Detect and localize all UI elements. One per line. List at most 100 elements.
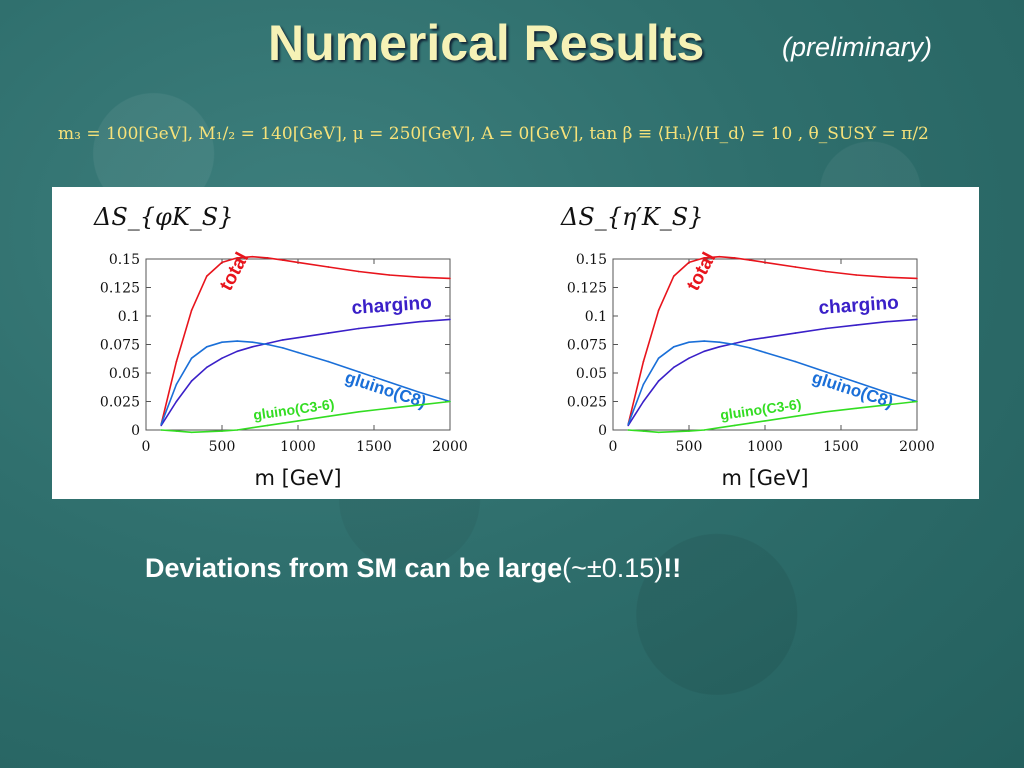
data-point (297, 261, 299, 264)
series-label-3: gluino(C3-6) (719, 396, 802, 423)
series-label-1: chargino (351, 292, 433, 319)
data-point (282, 259, 284, 261)
data-point (327, 332, 330, 334)
data-point (657, 309, 660, 312)
data-point (282, 339, 284, 341)
x-tick-label: 500 (209, 439, 236, 455)
data-point (221, 357, 223, 359)
series-label-0: total (216, 249, 253, 294)
data-point (825, 410, 827, 413)
data-point (825, 371, 827, 373)
data-point (764, 420, 766, 422)
series-label-0: total (683, 249, 720, 294)
data-point (688, 261, 690, 264)
data-point (642, 430, 645, 432)
data-point (190, 357, 193, 359)
data-point (642, 400, 645, 403)
data-point (266, 257, 269, 259)
slide-subtitle: (preliminary) (782, 32, 933, 62)
data-point (160, 424, 162, 427)
data-point (282, 422, 284, 424)
data-point (916, 318, 918, 321)
data-point (358, 371, 360, 373)
data-point (916, 277, 918, 280)
y-tick-label: 0.125 (100, 281, 140, 297)
data-point (297, 336, 299, 339)
y-tick-label: 0.1 (118, 309, 140, 325)
data-point (221, 430, 223, 432)
data-point (266, 343, 269, 346)
y-tick-label: 0.075 (100, 338, 140, 354)
x-tick-label: 1000 (747, 439, 783, 455)
data-point (358, 270, 360, 273)
conclusion-range: (~±0.15) (562, 553, 664, 583)
data-point (794, 266, 797, 268)
y-tick-label: 0.025 (100, 395, 140, 411)
data-point (327, 360, 330, 363)
chart-phi-ks: ΔS_{φK_S} 0 0.025 0.05 0.075 0.1 0.125 0.15 0 500… (82, 187, 502, 499)
x-tick-label: 1000 (280, 439, 316, 455)
data-point (206, 275, 208, 277)
y-tick-label: 0.1 (585, 309, 607, 325)
y-tick-label: 0.15 (576, 252, 607, 268)
data-point (327, 266, 330, 268)
data-point (749, 339, 751, 341)
data-point (221, 341, 223, 344)
data-point (764, 261, 766, 264)
data-point (388, 407, 391, 410)
x-tick-label: 500 (676, 439, 703, 455)
data-point (449, 400, 451, 403)
data-point (688, 357, 690, 359)
data-point (190, 309, 193, 312)
data-point (449, 277, 451, 280)
data-point (388, 274, 391, 276)
data-point (885, 320, 888, 323)
data-point (236, 429, 238, 431)
data-point (764, 351, 766, 354)
data-point (749, 259, 751, 261)
chart-svg-phi-ks: ΔS_{φK_S} 0 0.025 0.05 0.075 0.1 0.125 0.15 0 500… (93, 203, 468, 490)
x-tick-label: 0 (609, 439, 618, 455)
data-point (657, 431, 660, 434)
data-point (718, 426, 721, 429)
data-point (221, 261, 223, 264)
data-point (794, 360, 797, 363)
parameter-equation: m₃ = 100[GeV], M₁/₂ = 140[GeV], μ = 250[… (58, 124, 929, 144)
data-point (703, 340, 705, 342)
data-point (627, 424, 629, 427)
slide-title: Numerical Results (268, 15, 705, 71)
data-point (627, 423, 629, 426)
data-point (327, 415, 330, 418)
data-point (642, 383, 645, 386)
data-point (688, 430, 690, 432)
conclusion-exclaim: !! (663, 553, 682, 583)
y-tick-label: 0.05 (109, 366, 140, 382)
y-tick-label: 0.125 (567, 281, 607, 297)
series-label-1: chargino (818, 292, 900, 319)
data-point (657, 380, 660, 382)
data-point (733, 343, 736, 346)
chart-etaprime-ks: ΔS_{η′K_S} 0 0.025 0.05 0.075 0.1 0.125 0.15 0 50… (549, 187, 969, 499)
data-point (673, 366, 675, 369)
data-point (688, 341, 690, 344)
x-tick-label: 1500 (823, 439, 859, 455)
x-tick-label: 0 (142, 439, 151, 455)
data-point (175, 360, 178, 363)
data-point (673, 275, 675, 277)
data-point (885, 391, 888, 394)
data-point (175, 383, 178, 386)
data-point (718, 345, 721, 348)
data-point (718, 341, 721, 344)
data-point (703, 350, 705, 353)
chart-svg-etaprime-ks: ΔS_{η′K_S} 0 0.025 0.05 0.075 0.1 0.125 0.15 0 50… (560, 203, 935, 490)
data-point (855, 274, 857, 276)
y-tick-label: 0.025 (567, 395, 607, 411)
data-point (885, 404, 888, 406)
data-point (627, 429, 629, 431)
data-point (297, 351, 299, 354)
y-tick-label: 0.05 (576, 366, 607, 382)
data-point (418, 404, 421, 406)
data-point (855, 407, 857, 410)
data-point (190, 380, 193, 382)
data-point (206, 345, 208, 348)
